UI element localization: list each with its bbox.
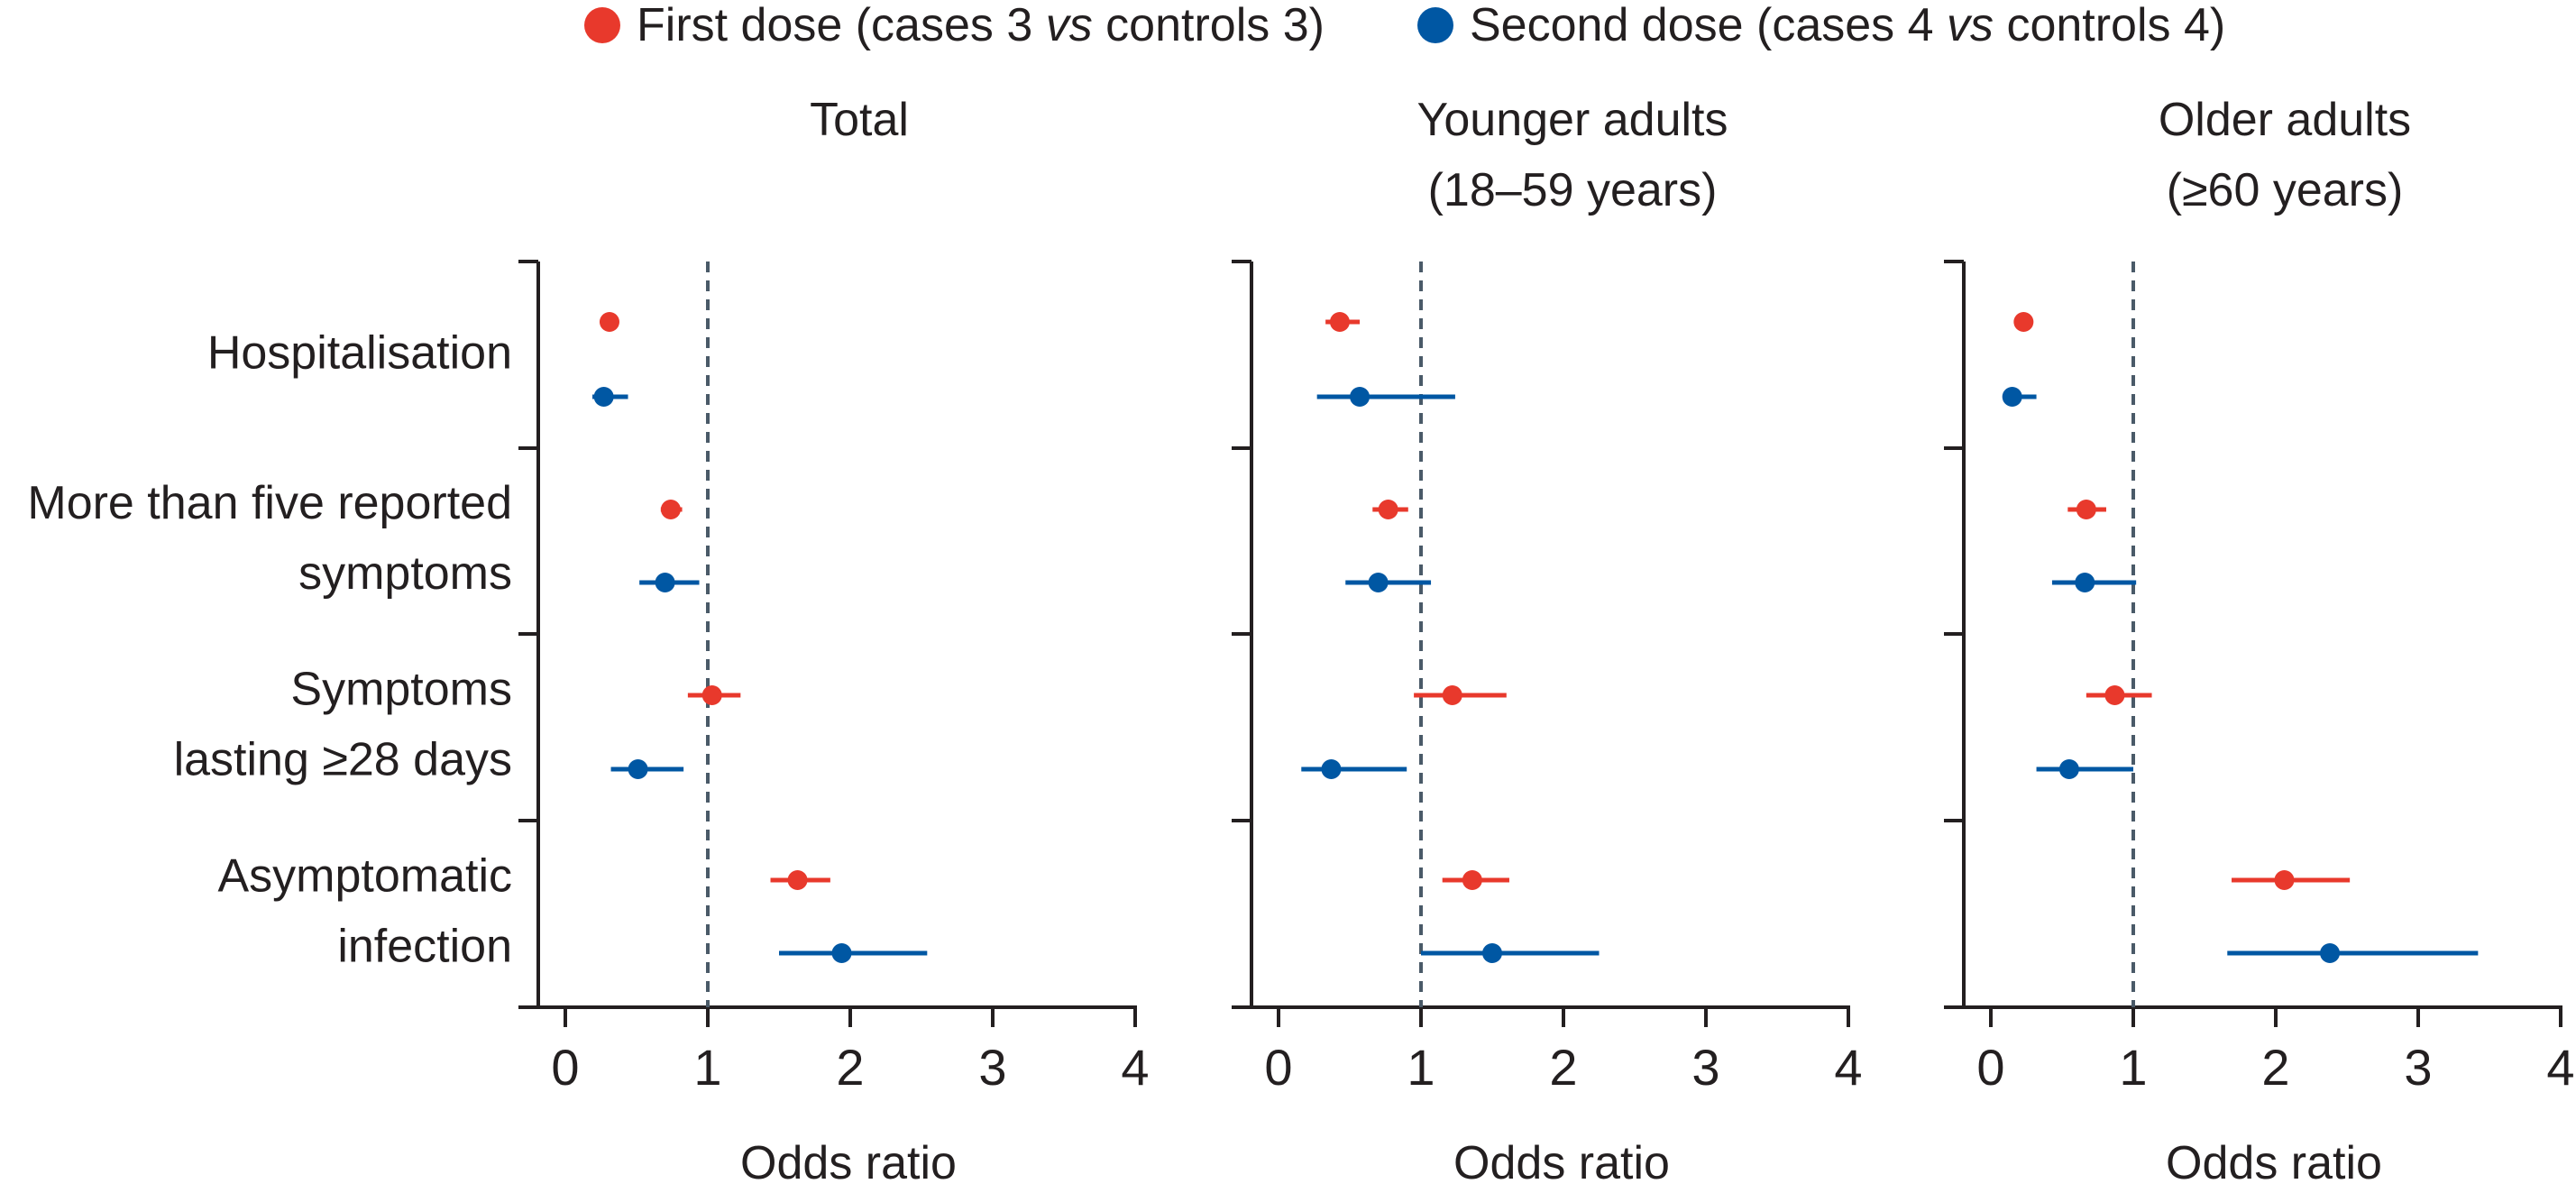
legend-label-first-dose: First dose (cases 3 vs controls 3) bbox=[637, 0, 1325, 51]
panel-younger-adults: Younger adults (18–59 years) 0 1 2 3 4 Odds rat… bbox=[1232, 94, 1863, 1184]
row-label-asymptomatic-infection: Asymptomatic bbox=[217, 850, 512, 903]
x-axis-label: Odds ratio bbox=[740, 1137, 957, 1184]
panel-title: Younger adults bbox=[1416, 94, 1728, 146]
point-second-dose bbox=[2002, 387, 2022, 407]
x-axis-label: Odds ratio bbox=[1453, 1137, 1670, 1184]
point-second-dose bbox=[1321, 759, 1342, 779]
x-tick-label: 0 bbox=[551, 1039, 579, 1096]
point-second-dose bbox=[1482, 943, 1502, 963]
point-first-dose bbox=[787, 870, 808, 890]
point-first-dose bbox=[2274, 870, 2295, 890]
point-second-dose bbox=[2320, 943, 2341, 963]
point-first-dose bbox=[599, 312, 619, 332]
x-tick-label: 3 bbox=[1691, 1039, 1719, 1096]
point-second-dose bbox=[655, 573, 675, 592]
point-first-dose bbox=[2076, 500, 2096, 519]
panel-title: (≥60 years) bbox=[2167, 164, 2404, 216]
x-tick-label: 2 bbox=[836, 1039, 864, 1096]
point-second-dose bbox=[1350, 387, 1371, 407]
row-label-more-than-five-symptoms: More than five reported bbox=[27, 477, 512, 529]
point-first-dose bbox=[1442, 685, 1462, 705]
point-first-dose bbox=[660, 500, 681, 519]
panel-title: (18–59 years) bbox=[1428, 164, 1718, 216]
point-first-dose bbox=[1462, 870, 1482, 890]
point-second-dose bbox=[593, 387, 614, 407]
x-tick-label: 1 bbox=[2119, 1039, 2147, 1096]
panel-older-adults: Older adults (≥60 years) 0 1 2 3 4 Odds ratio bbox=[1944, 94, 2575, 1184]
row-label-hospitalisation: Hospitalisation bbox=[207, 327, 512, 380]
x-tick-label: 0 bbox=[1976, 1039, 2004, 1096]
x-tick-label: 1 bbox=[693, 1039, 721, 1096]
panel-total: Total 0 1 2 3 4 Odds ratio bbox=[518, 94, 1150, 1184]
point-second-dose bbox=[1368, 573, 1389, 592]
x-tick-label: 3 bbox=[2404, 1039, 2432, 1096]
x-tick-label: 0 bbox=[1264, 1039, 1292, 1096]
legend: First dose (cases 3 vs controls 3) Secon… bbox=[0, 0, 2576, 54]
panel-title: Total bbox=[810, 94, 909, 146]
x-axis-label: Odds ratio bbox=[2166, 1137, 2382, 1184]
row-label-more-than-five-symptoms: symptoms bbox=[298, 547, 512, 600]
legend-label-second-dose: Second dose (cases 4 vs controls 4) bbox=[1470, 0, 2226, 51]
legend-item-second-dose: Second dose (cases 4 vs controls 4) bbox=[1417, 0, 2226, 51]
panel-title: Older adults bbox=[2159, 94, 2411, 146]
point-first-dose bbox=[701, 685, 722, 705]
point-first-dose bbox=[1329, 312, 1350, 332]
x-tick-label: 3 bbox=[978, 1039, 1006, 1096]
point-first-dose bbox=[2104, 685, 2125, 705]
point-second-dose bbox=[831, 943, 852, 963]
x-tick-label: 1 bbox=[1407, 1039, 1435, 1096]
legend-marker-first-dose bbox=[584, 7, 620, 43]
point-second-dose bbox=[2058, 759, 2079, 779]
point-second-dose bbox=[628, 759, 648, 779]
legend-marker-second-dose bbox=[1417, 7, 1453, 43]
x-tick-label: 4 bbox=[1121, 1039, 1149, 1096]
row-label-symptoms-28-days: Symptoms bbox=[290, 664, 512, 716]
point-first-dose bbox=[2013, 312, 2034, 332]
point-second-dose bbox=[2075, 573, 2095, 592]
point-first-dose bbox=[1378, 500, 1398, 519]
row-label-symptoms-28-days: lasting ≥28 days bbox=[174, 734, 512, 786]
legend-item-first-dose: First dose (cases 3 vs controls 3) bbox=[584, 0, 1325, 51]
x-tick-label: 4 bbox=[2546, 1039, 2574, 1096]
x-tick-label: 2 bbox=[2261, 1039, 2289, 1096]
x-tick-label: 4 bbox=[1834, 1039, 1862, 1096]
x-tick-label: 2 bbox=[1549, 1039, 1577, 1096]
row-label-asymptomatic-infection: infection bbox=[337, 921, 512, 973]
